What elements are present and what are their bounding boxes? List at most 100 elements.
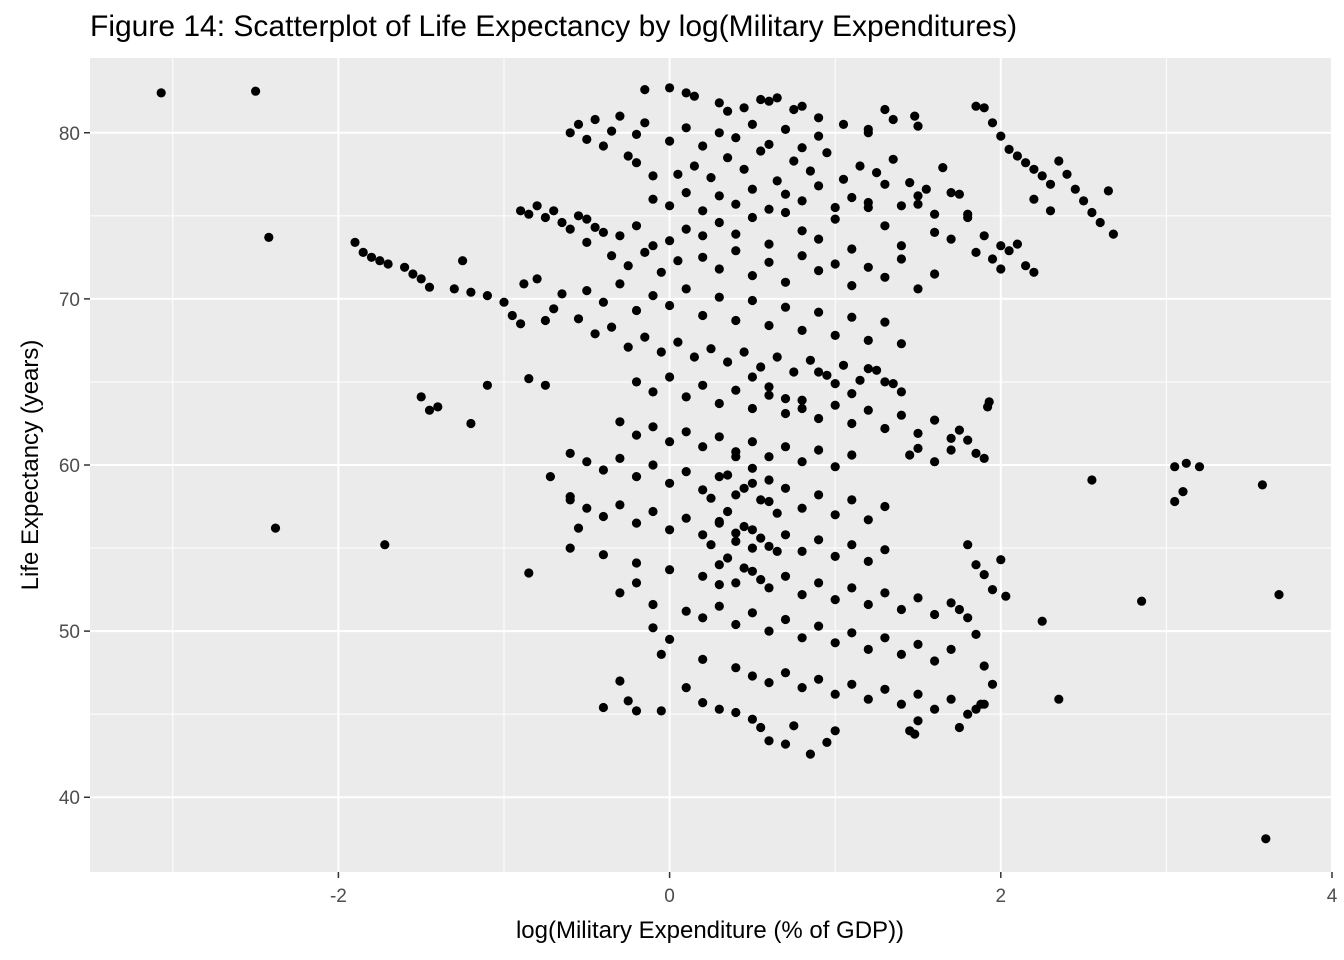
data-point bbox=[747, 463, 758, 473]
data-point bbox=[1181, 458, 1191, 468]
data-point bbox=[1170, 462, 1180, 472]
data-point bbox=[598, 141, 609, 151]
data-point bbox=[996, 131, 1006, 141]
data-point bbox=[615, 676, 625, 686]
data-point bbox=[623, 696, 633, 706]
data-point bbox=[756, 362, 766, 372]
data-point bbox=[747, 478, 758, 488]
data-point bbox=[665, 525, 675, 535]
data-point bbox=[573, 523, 584, 533]
data-point bbox=[747, 119, 758, 129]
data-point bbox=[946, 644, 956, 655]
data-point bbox=[1021, 158, 1031, 168]
data-point bbox=[797, 325, 807, 335]
data-point bbox=[896, 649, 907, 660]
data-point bbox=[797, 683, 807, 693]
data-point bbox=[747, 437, 758, 447]
data-point bbox=[863, 515, 873, 525]
data-point bbox=[714, 398, 724, 409]
data-point bbox=[631, 558, 642, 568]
data-point bbox=[780, 442, 791, 452]
data-point bbox=[863, 599, 873, 610]
data-point bbox=[648, 291, 658, 301]
data-point bbox=[756, 722, 766, 733]
data-point bbox=[681, 467, 691, 477]
data-point bbox=[797, 226, 807, 236]
data-point bbox=[615, 231, 625, 241]
data-point bbox=[648, 194, 658, 204]
data-point bbox=[847, 244, 857, 254]
data-point bbox=[598, 702, 609, 713]
data-point bbox=[714, 472, 724, 482]
data-point bbox=[631, 158, 642, 168]
data-point bbox=[1194, 462, 1205, 472]
data-point bbox=[747, 543, 758, 553]
data-point bbox=[648, 422, 658, 432]
data-point bbox=[747, 271, 758, 281]
data-point bbox=[747, 403, 758, 414]
data-point bbox=[764, 320, 774, 331]
data-point bbox=[814, 413, 824, 424]
data-point bbox=[524, 209, 534, 219]
data-point bbox=[855, 375, 865, 385]
data-point bbox=[499, 297, 509, 307]
data-point bbox=[665, 236, 675, 246]
data-point bbox=[714, 264, 724, 274]
data-point bbox=[880, 545, 890, 555]
data-point bbox=[640, 85, 650, 95]
data-point bbox=[946, 433, 956, 443]
data-point bbox=[814, 113, 824, 123]
data-point bbox=[913, 716, 923, 726]
data-point bbox=[756, 533, 766, 543]
data-point bbox=[251, 86, 261, 96]
data-point bbox=[640, 118, 650, 128]
data-point bbox=[731, 246, 741, 256]
data-point bbox=[814, 367, 824, 377]
data-point bbox=[706, 540, 716, 550]
data-point bbox=[756, 575, 766, 585]
data-point bbox=[938, 163, 948, 173]
data-point bbox=[780, 571, 791, 581]
data-point bbox=[739, 483, 749, 493]
data-point bbox=[615, 588, 625, 598]
data-point bbox=[963, 212, 973, 223]
data-point bbox=[780, 668, 791, 678]
data-point bbox=[714, 704, 724, 714]
data-point bbox=[615, 279, 625, 289]
data-point bbox=[946, 445, 956, 455]
data-point bbox=[698, 654, 708, 665]
data-point bbox=[681, 427, 691, 437]
data-point bbox=[954, 425, 965, 435]
data-point bbox=[631, 221, 642, 231]
data-point bbox=[930, 656, 940, 666]
y-tick-label: 80 bbox=[59, 124, 80, 145]
data-point bbox=[383, 259, 393, 269]
data-point bbox=[905, 450, 915, 460]
data-point bbox=[681, 284, 691, 294]
data-point bbox=[731, 133, 741, 143]
data-point bbox=[913, 428, 923, 438]
data-point bbox=[747, 372, 758, 382]
data-point bbox=[789, 104, 799, 115]
y-tick-label: 60 bbox=[59, 456, 80, 477]
data-point bbox=[739, 103, 749, 113]
y-tick-label: 40 bbox=[59, 788, 80, 809]
data-point bbox=[830, 259, 840, 269]
data-point bbox=[954, 189, 965, 199]
data-point bbox=[615, 417, 625, 427]
data-point bbox=[910, 111, 920, 121]
data-point bbox=[797, 633, 807, 643]
data-point bbox=[880, 317, 890, 327]
data-point bbox=[780, 614, 791, 625]
data-point bbox=[739, 164, 749, 174]
data-point bbox=[880, 501, 890, 512]
data-point bbox=[156, 88, 166, 98]
data-point bbox=[880, 684, 890, 694]
data-point bbox=[772, 93, 782, 103]
data-point bbox=[830, 595, 840, 605]
data-point bbox=[814, 490, 824, 500]
data-point bbox=[979, 661, 989, 671]
data-point bbox=[930, 609, 940, 620]
data-point bbox=[888, 154, 898, 164]
